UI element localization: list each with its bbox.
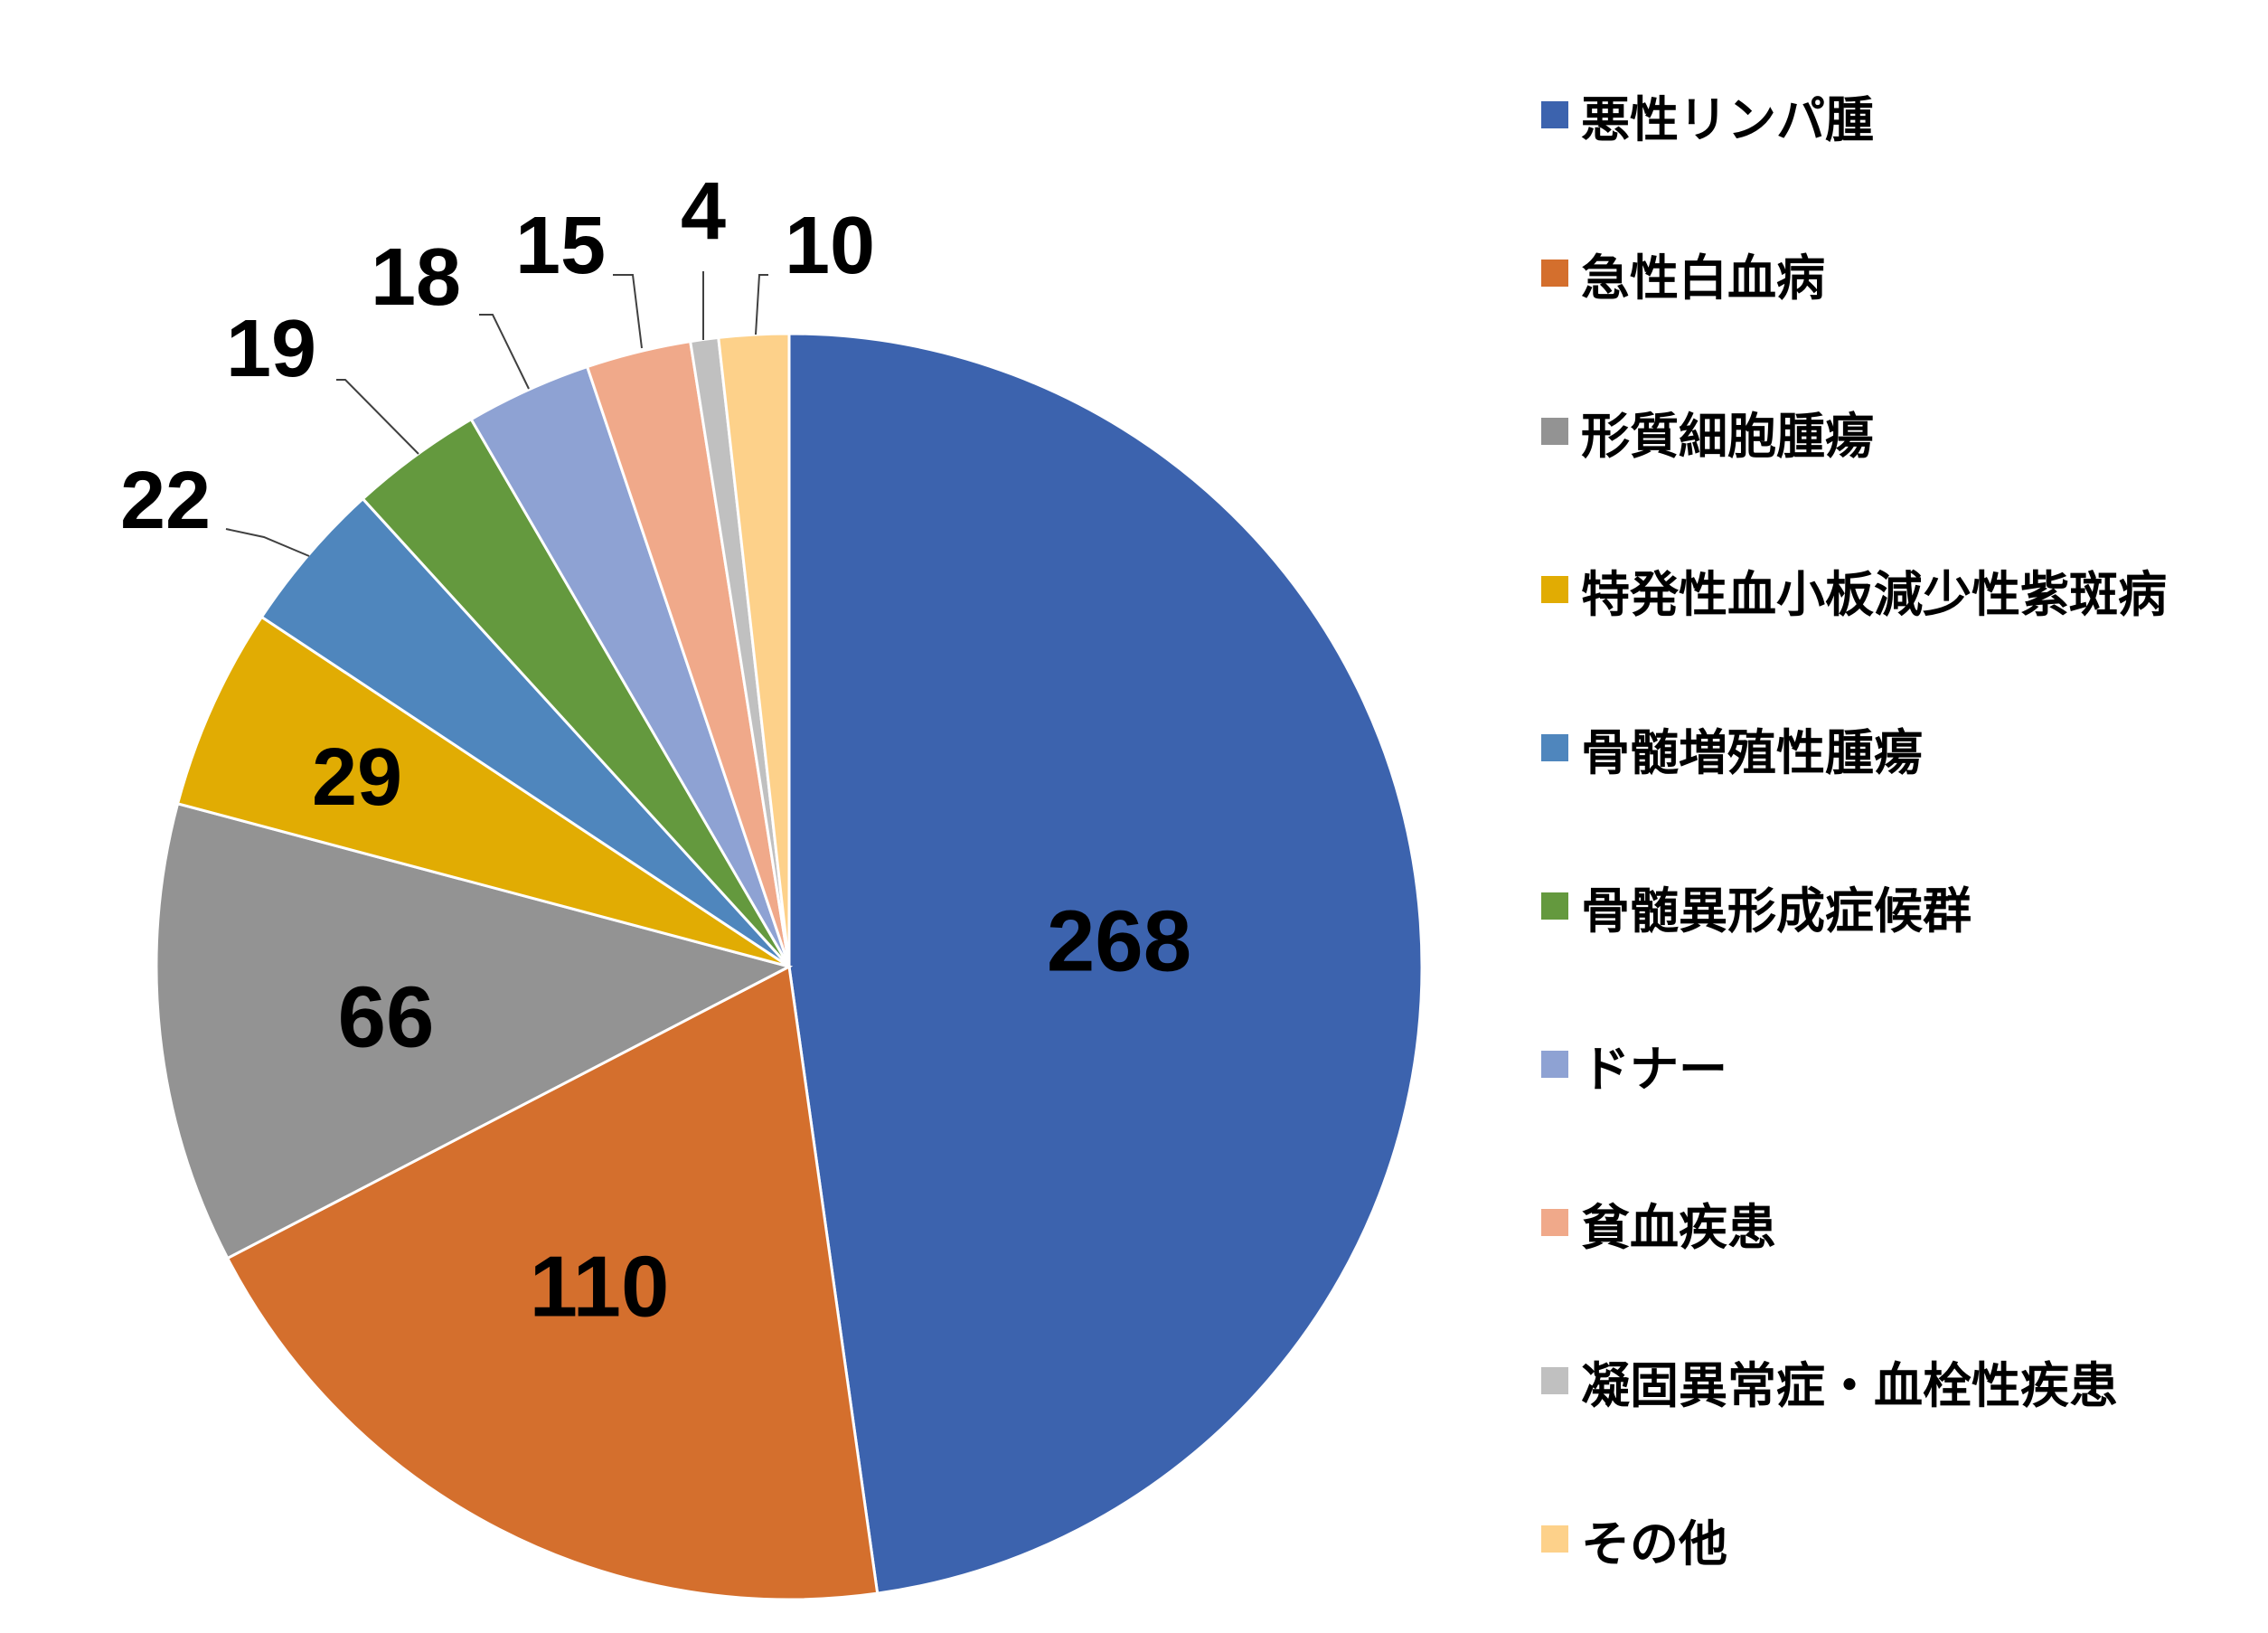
legend-item-4: 特発性血小板減少性紫斑病: [1541, 558, 2167, 623]
data-label-10: 10: [785, 201, 875, 291]
legend-swatch: [1541, 1367, 1568, 1394]
legend-item-8: 貧血疾患: [1541, 1191, 1776, 1256]
pie-slice-4: [175, 615, 790, 968]
legend-swatch: [1541, 101, 1568, 128]
legend-swatch: [1541, 260, 1568, 287]
legend-swatch: [1541, 734, 1568, 761]
legend-item-7: ドナー: [1541, 1033, 1727, 1098]
legend-item-1: 悪性リンパ腫: [1541, 83, 1874, 148]
legend-item-10: その他: [1541, 1507, 1727, 1572]
legend-label: 骨髄増殖性腫瘍: [1581, 723, 1923, 781]
pie-slices: [155, 332, 1424, 1601]
legend-swatch: [1541, 1209, 1568, 1236]
pie-slice-3: [155, 801, 794, 1260]
legend-swatch: [1541, 1051, 1568, 1078]
legend-item-9: 凝固異常症・血栓性疾患: [1541, 1349, 2118, 1414]
legend-swatch: [1541, 1525, 1568, 1553]
data-label-8: 15: [515, 201, 606, 291]
legend-label: 悪性リンパ腫: [1581, 90, 1874, 148]
legend-label: 凝固異常症・血栓性疾患: [1581, 1356, 2118, 1414]
data-label-7: 18: [371, 232, 461, 323]
legend-item-5: 骨髄増殖性腫瘍: [1541, 716, 1923, 781]
legend-item-6: 骨髄異形成症候群: [1541, 874, 1972, 939]
legend-swatch: [1541, 418, 1568, 445]
legend-label: ドナー: [1581, 1040, 1727, 1098]
legend-label: 貧血疾患: [1581, 1198, 1776, 1256]
pie-slice-1: [787, 332, 1424, 1595]
legend-swatch: [1541, 892, 1568, 920]
legend-item-3: 形質細胞腫瘍: [1541, 400, 1874, 465]
pie-slice-10: [717, 332, 791, 968]
data-label-4: 29: [312, 732, 402, 823]
legend-label: 骨髄異形成症候群: [1581, 882, 1972, 939]
leader-lines: [225, 271, 768, 557]
leader-line-6: [336, 379, 419, 455]
data-label-6: 19: [226, 304, 316, 394]
leader-line-10: [755, 274, 768, 335]
leader-line-7: [479, 314, 530, 390]
legend-label: 特発性血小板減少性紫斑病: [1581, 565, 2167, 623]
legend-swatch: [1541, 576, 1568, 603]
data-label-5: 22: [120, 456, 211, 546]
data-label-9: 4: [681, 166, 726, 257]
leader-line-8: [613, 274, 643, 349]
data-label-2: 110: [530, 1238, 670, 1335]
legend-label: 形質細胞腫瘍: [1581, 407, 1874, 465]
legend-item-2: 急性白血病: [1541, 241, 1825, 307]
legend-label: その他: [1581, 1515, 1727, 1572]
legend-label: 急性白血病: [1581, 249, 1825, 307]
data-label-3: 66: [338, 968, 435, 1065]
leader-line-5: [225, 528, 310, 557]
pie-slice-2: [225, 964, 880, 1601]
data-label-1: 268: [1047, 892, 1191, 989]
